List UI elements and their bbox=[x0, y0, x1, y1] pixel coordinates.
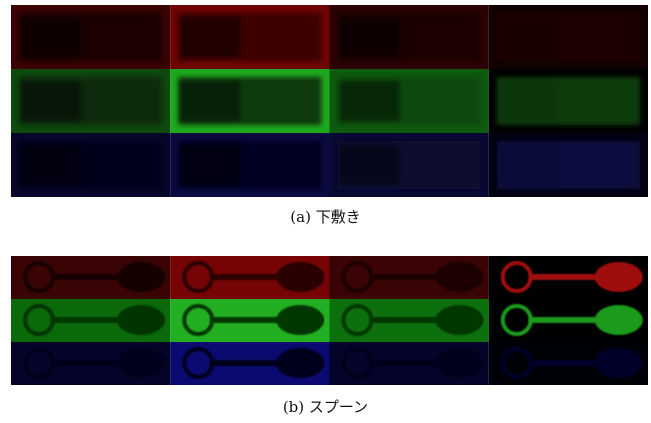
spoon-handle bbox=[370, 317, 440, 323]
spoon-bowl bbox=[436, 348, 484, 378]
panel-b bbox=[170, 299, 329, 342]
spoon-handle bbox=[51, 360, 121, 366]
panel-shadow bbox=[180, 17, 240, 57]
spoon-bowl bbox=[436, 305, 484, 335]
panel-shadow bbox=[21, 145, 81, 185]
spoon-handle bbox=[210, 274, 280, 280]
panel-a bbox=[489, 5, 648, 69]
spoon-bowl bbox=[595, 262, 643, 292]
spoon-handle bbox=[210, 360, 280, 366]
panel-a bbox=[489, 69, 648, 133]
caption-b: (b) スプーン bbox=[0, 396, 651, 417]
panel-shadow bbox=[180, 145, 240, 185]
spoon-bowl bbox=[276, 305, 324, 335]
page: (a) 下敷き (b) スプーン (() => { const data = J… bbox=[0, 0, 651, 423]
spoon-bowl bbox=[117, 262, 165, 292]
panel-shadow bbox=[340, 17, 400, 57]
panel-a bbox=[11, 133, 170, 197]
spoon-bowl bbox=[436, 262, 484, 292]
panel-a bbox=[489, 133, 648, 197]
spoon-bowl bbox=[595, 305, 643, 335]
spoon-handle bbox=[370, 274, 440, 280]
spoon-handle bbox=[210, 317, 280, 323]
panel-b bbox=[11, 256, 170, 299]
panel-shadow bbox=[499, 17, 559, 57]
panel-shadow bbox=[499, 145, 559, 185]
panel-b bbox=[11, 342, 170, 385]
panel-a bbox=[330, 5, 489, 69]
spoon-handle bbox=[51, 317, 121, 323]
panel-a bbox=[170, 69, 329, 133]
spoon-bowl bbox=[276, 262, 324, 292]
spoon-handle bbox=[529, 360, 599, 366]
panel-b bbox=[170, 256, 329, 299]
spoon-bowl bbox=[117, 348, 165, 378]
panel-b bbox=[330, 299, 489, 342]
panel-b bbox=[489, 256, 648, 299]
panel-b bbox=[489, 342, 648, 385]
spoon-handle bbox=[51, 274, 121, 280]
panel-shadow bbox=[21, 81, 81, 121]
panel-a bbox=[11, 5, 170, 69]
spoon-handle bbox=[529, 274, 599, 280]
panel-shadow bbox=[21, 17, 81, 57]
panel-shadow bbox=[180, 81, 240, 121]
spoon-handle bbox=[529, 317, 599, 323]
spoon-bowl bbox=[276, 348, 324, 378]
panel-a bbox=[170, 133, 329, 197]
panel-b bbox=[330, 342, 489, 385]
panel-a bbox=[330, 133, 489, 197]
spoon-bowl bbox=[595, 348, 643, 378]
panel-shadow bbox=[340, 81, 400, 121]
panel-a bbox=[330, 69, 489, 133]
panel-b bbox=[330, 256, 489, 299]
spoon-handle bbox=[370, 360, 440, 366]
spoon-bowl bbox=[117, 305, 165, 335]
panel-shadow bbox=[499, 81, 559, 121]
panel-a bbox=[11, 69, 170, 133]
panel-shadow bbox=[340, 145, 400, 185]
panel-a bbox=[170, 5, 329, 69]
caption-a: (a) 下敷き bbox=[0, 206, 651, 227]
panel-b bbox=[170, 342, 329, 385]
panel-b bbox=[11, 299, 170, 342]
panel-b bbox=[489, 299, 648, 342]
